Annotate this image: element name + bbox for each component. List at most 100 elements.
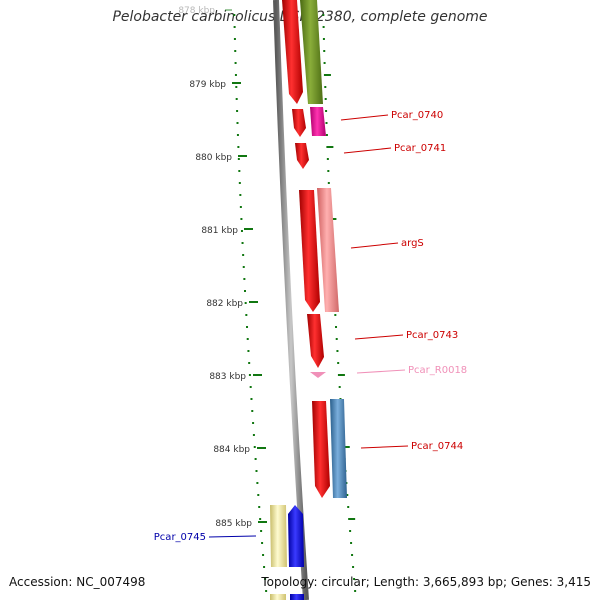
gene-pcar0741[interactable] <box>295 143 309 169</box>
gc-dot <box>259 518 262 520</box>
gc-dot <box>252 422 255 424</box>
gene-pcar0745[interactable] <box>270 505 287 567</box>
gc-dot <box>238 170 241 172</box>
label-pcar0745: Pcar_0745 <box>154 532 206 543</box>
gc-dot <box>349 530 352 532</box>
gene-pcar0740-red[interactable] <box>292 109 306 137</box>
tick-label-880: 880 kbp <box>195 153 232 163</box>
gc-dot <box>338 386 341 388</box>
gc-dot <box>354 590 357 592</box>
gc-dot <box>326 158 329 160</box>
gc-dot <box>257 494 260 496</box>
leader-args <box>350 242 399 249</box>
leader-pcar0743 <box>354 334 404 340</box>
gc-dot <box>233 26 236 28</box>
gc-dot <box>323 62 326 64</box>
gc-dot <box>324 98 327 100</box>
gc-dot <box>352 566 355 568</box>
gc-dot <box>241 242 244 244</box>
gc-dot <box>244 290 247 292</box>
gc-dot <box>325 134 328 136</box>
gene-labels: Pcar_0740 Pcar_0741 argS Pcar_0743 Pcar_… <box>154 110 467 543</box>
gc-dot <box>242 266 245 268</box>
gc-dot <box>237 146 240 148</box>
gc-dot <box>243 278 246 280</box>
label-pcar0743: Pcar_0743 <box>406 330 458 341</box>
gc-dot <box>234 50 237 52</box>
gc-dot <box>246 326 249 328</box>
gc-dot <box>260 530 263 532</box>
label-pcar0741: Pcar_0741 <box>394 143 446 154</box>
gc-dot <box>251 410 254 412</box>
gc-dot <box>244 302 247 304</box>
gc-dot <box>323 50 326 52</box>
gc-dot <box>342 446 350 448</box>
gc-dot <box>347 506 350 508</box>
gc-dot <box>346 494 349 496</box>
gc-dot <box>238 182 241 184</box>
gc-dot <box>258 506 261 508</box>
gc-dot <box>246 338 249 340</box>
gc-dot <box>262 554 265 556</box>
gc-dot <box>325 110 328 112</box>
gc-dot <box>261 542 264 544</box>
gc-dot <box>325 122 328 124</box>
gc-dot <box>323 74 331 76</box>
gene-pcar0743[interactable] <box>307 314 324 368</box>
gc-dot <box>353 578 356 580</box>
tick-label-884: 884 kbp <box>213 445 250 455</box>
leader-pcar0740 <box>340 114 389 121</box>
gc-dot <box>252 434 255 436</box>
gc-dot <box>264 578 267 580</box>
gene-cds-bottom-yellow[interactable] <box>270 594 286 600</box>
gc-dot <box>322 38 325 40</box>
gene-cds-olive[interactable] <box>300 0 323 104</box>
gene-pcar0744[interactable] <box>330 399 347 498</box>
gc-dot <box>327 182 330 184</box>
gc-dot <box>237 158 240 160</box>
gc-dot <box>239 206 242 208</box>
label-pcar0740: Pcar_0740 <box>391 110 443 121</box>
gc-dot <box>250 398 253 400</box>
gc-dot <box>337 362 340 364</box>
gc-dot <box>239 194 242 196</box>
tick-label-879: 879 kbp <box>189 80 226 90</box>
gc-dot <box>256 482 259 484</box>
gene-cds-blue[interactable] <box>288 505 304 567</box>
gc-dot <box>236 134 239 136</box>
gc-dot <box>233 38 236 40</box>
gc-dot <box>234 62 237 64</box>
gc-dot <box>322 26 325 28</box>
gene-cds-bottom-blue[interactable] <box>290 594 304 600</box>
gc-dot <box>254 458 257 460</box>
label-pcar-r0018: Pcar_R0018 <box>408 365 467 376</box>
gene-cds-red-top[interactable] <box>282 0 303 104</box>
gc-dot <box>240 230 243 232</box>
gc-dot <box>249 386 252 388</box>
gc-dot <box>235 86 238 88</box>
gc-content-track-left <box>233 14 268 592</box>
tick-label-878: 878 kbp <box>178 6 215 16</box>
tick-label-882: 882 kbp <box>206 299 243 309</box>
feature-track <box>270 0 347 600</box>
kbp-axis: 878 kbp 879 kbp 880 kbp 881 kbp 882 kbp … <box>178 6 267 529</box>
gene-pcar0744-red[interactable] <box>312 401 330 498</box>
gene-pcar-r0018[interactable] <box>310 372 326 378</box>
gene-args[interactable] <box>317 188 339 312</box>
tick-label-881: 881 kbp <box>201 226 238 236</box>
gc-dot <box>235 98 238 100</box>
gc-dot <box>247 350 250 352</box>
gc-dot <box>348 518 356 520</box>
gc-dot <box>248 374 251 376</box>
leader-pcar0741 <box>343 147 392 154</box>
gc-dot <box>233 14 236 16</box>
gc-dot <box>327 170 330 172</box>
gc-dot <box>326 146 334 148</box>
gc-dot <box>253 446 256 448</box>
gene-pcar0740[interactable] <box>310 107 326 136</box>
leader-pcar0745 <box>208 535 257 538</box>
gc-dot <box>335 338 338 340</box>
gc-dot <box>351 554 354 556</box>
gene-args-red[interactable] <box>299 190 320 312</box>
